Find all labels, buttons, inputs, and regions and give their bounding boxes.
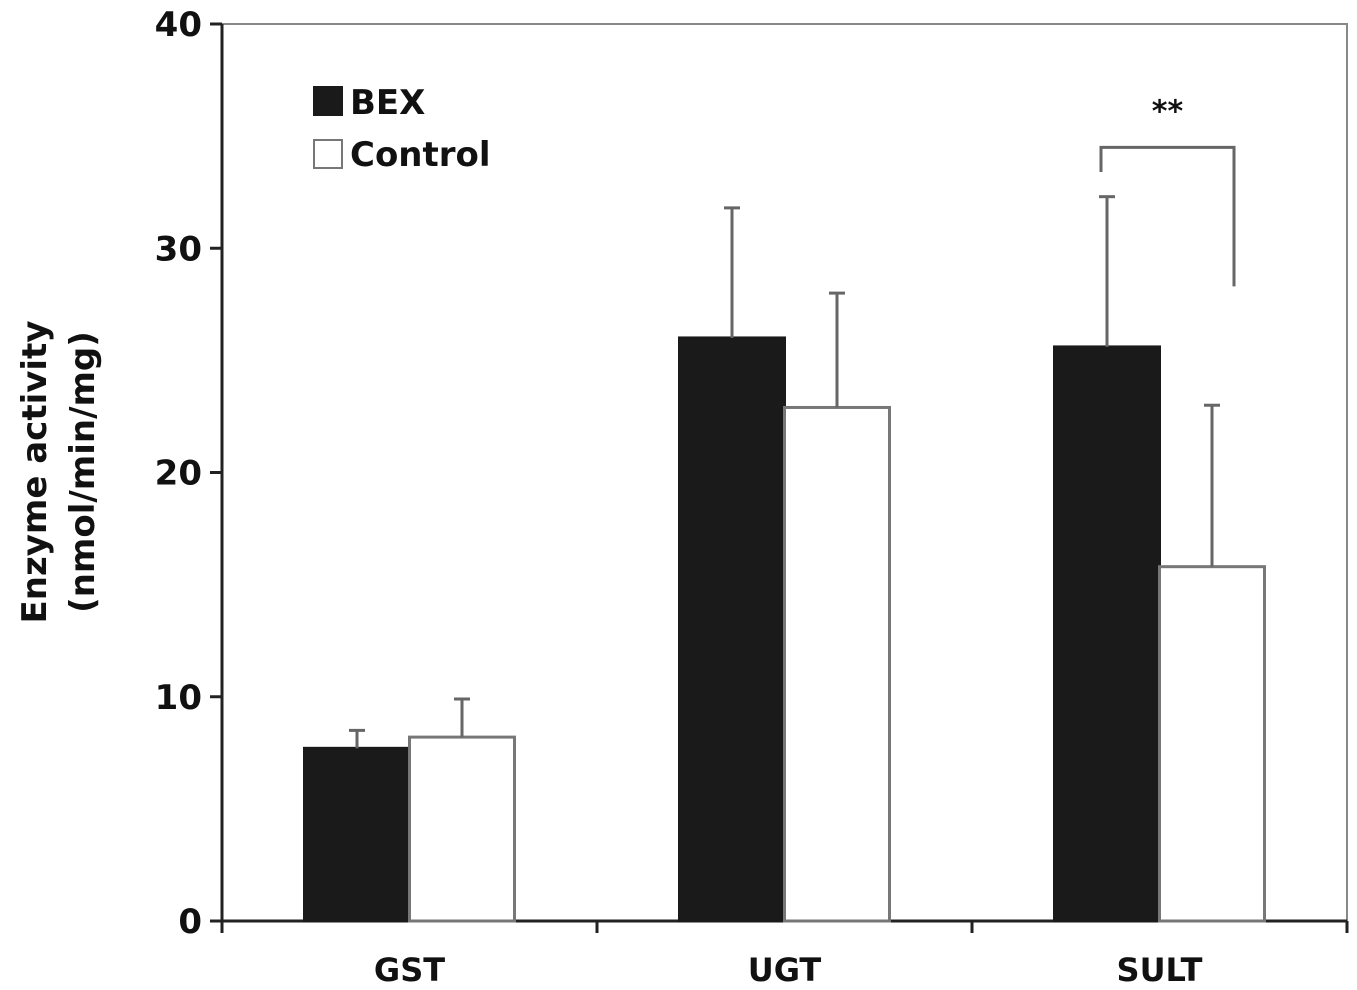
x-tick-label: GST bbox=[374, 951, 445, 989]
x-tick-label: SULT bbox=[1117, 951, 1203, 989]
bar-control-gst bbox=[408, 735, 516, 923]
y-axis-ticks: 0 10 20 30 40 bbox=[155, 5, 222, 942]
y-tick-label: 30 bbox=[155, 229, 202, 269]
x-tick-label: UGT bbox=[748, 951, 822, 989]
legend: BEX Control bbox=[313, 83, 491, 175]
bars-group bbox=[303, 336, 1266, 923]
annotations-group: ** bbox=[1099, 94, 1236, 287]
significance-label: ** bbox=[1152, 94, 1184, 129]
error-bars-group bbox=[349, 195, 1220, 749]
y-tick-label: 20 bbox=[155, 454, 202, 494]
x-axis-ticks: GST UGT SULT bbox=[220, 921, 1349, 989]
legend-swatch-bex bbox=[313, 86, 343, 116]
bar-bex-gst bbox=[303, 746, 411, 923]
legend-swatch-control bbox=[313, 139, 343, 169]
bar-control-sult bbox=[1158, 565, 1266, 923]
legend-label-bex: BEX bbox=[350, 83, 425, 123]
legend-label-control: Control bbox=[350, 135, 491, 175]
bar-bex-sult bbox=[1053, 345, 1161, 923]
significance-bracket bbox=[1099, 145, 1236, 287]
bar-control-ugt bbox=[783, 405, 891, 923]
y-axis-label-line-1: Enzyme activity bbox=[15, 321, 55, 624]
y-axis-label: Enzyme activity (nmol/min/mg) bbox=[15, 321, 103, 624]
y-tick-label: 0 bbox=[178, 902, 202, 942]
y-tick-label: 10 bbox=[155, 678, 202, 718]
y-axis-label-line-2: (nmol/min/mg) bbox=[63, 331, 103, 613]
y-tick-label: 40 bbox=[155, 5, 202, 45]
bar-bex-ugt bbox=[678, 336, 786, 923]
